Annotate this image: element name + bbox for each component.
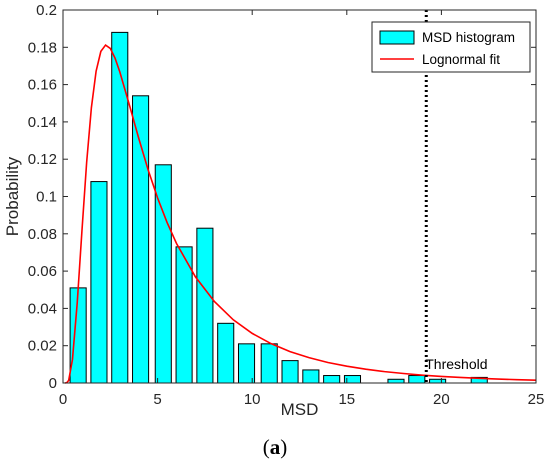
legend-label-fit: Lognormal fit	[422, 52, 500, 67]
legend-swatch-histogram	[379, 30, 415, 45]
lognormal-fit-layer	[64, 43, 537, 384]
histogram-bar	[323, 375, 341, 384]
legend-box	[371, 21, 531, 73]
histogram-bar	[302, 369, 320, 384]
histogram-bar	[281, 360, 299, 384]
y-tick-label: 0.06	[28, 263, 57, 280]
histogram-bar	[429, 378, 447, 384]
histogram-bar	[111, 31, 129, 384]
x-tick-label: 20	[433, 391, 450, 408]
histogram-bar	[196, 227, 214, 384]
threshold-layer: Threshold	[424, 10, 488, 383]
y-tick-label: 0.16	[28, 77, 57, 94]
legend: MSD histogram Lognormal fit	[371, 21, 531, 73]
histogram-bar	[217, 322, 235, 384]
x-tick-label: 0	[59, 391, 67, 408]
y-axis-title: Probability	[3, 156, 22, 236]
histogram-bar	[408, 375, 426, 384]
histogram-bar	[237, 343, 256, 384]
x-tick-label: 15	[338, 391, 355, 408]
y-tick-label: 0.14	[28, 114, 57, 131]
caption-close: )	[280, 435, 288, 459]
histogram-bar	[132, 95, 150, 384]
y-tick-label: 0.02	[28, 338, 57, 355]
y-tick-label: 0.1	[36, 189, 57, 206]
x-axis-title: MSD	[281, 400, 319, 419]
histogram-bars	[69, 31, 488, 384]
caption-open: (	[262, 435, 270, 459]
x-tick-label: 25	[528, 391, 545, 408]
x-tick-label: 10	[244, 391, 261, 408]
y-tick-label: 0	[49, 375, 57, 392]
histogram-bar	[90, 181, 108, 384]
histogram-bar	[260, 343, 278, 384]
threshold-label: Threshold	[425, 356, 487, 372]
caption-letter: a	[269, 435, 281, 459]
y-tick-label: 0.04	[28, 300, 57, 317]
y-tick-label: 0.2	[36, 2, 57, 19]
figure-caption: (a)	[0, 435, 550, 460]
x-tick-label: 5	[153, 391, 161, 408]
y-tick-label: 0.08	[28, 226, 57, 243]
lognormal-fit-line	[64, 43, 537, 384]
histogram-bar	[69, 287, 87, 384]
y-tick-label: 0.18	[28, 39, 57, 56]
y-tick-label: 0.12	[28, 151, 57, 168]
axes: 0 5 10 15 20 25 0 0.02 0.04 0.06 0.08 0.1 0.12 0.14 0.…	[3, 2, 544, 419]
histogram-bar	[387, 378, 405, 384]
legend-label-histogram: MSD histogram	[422, 30, 515, 45]
